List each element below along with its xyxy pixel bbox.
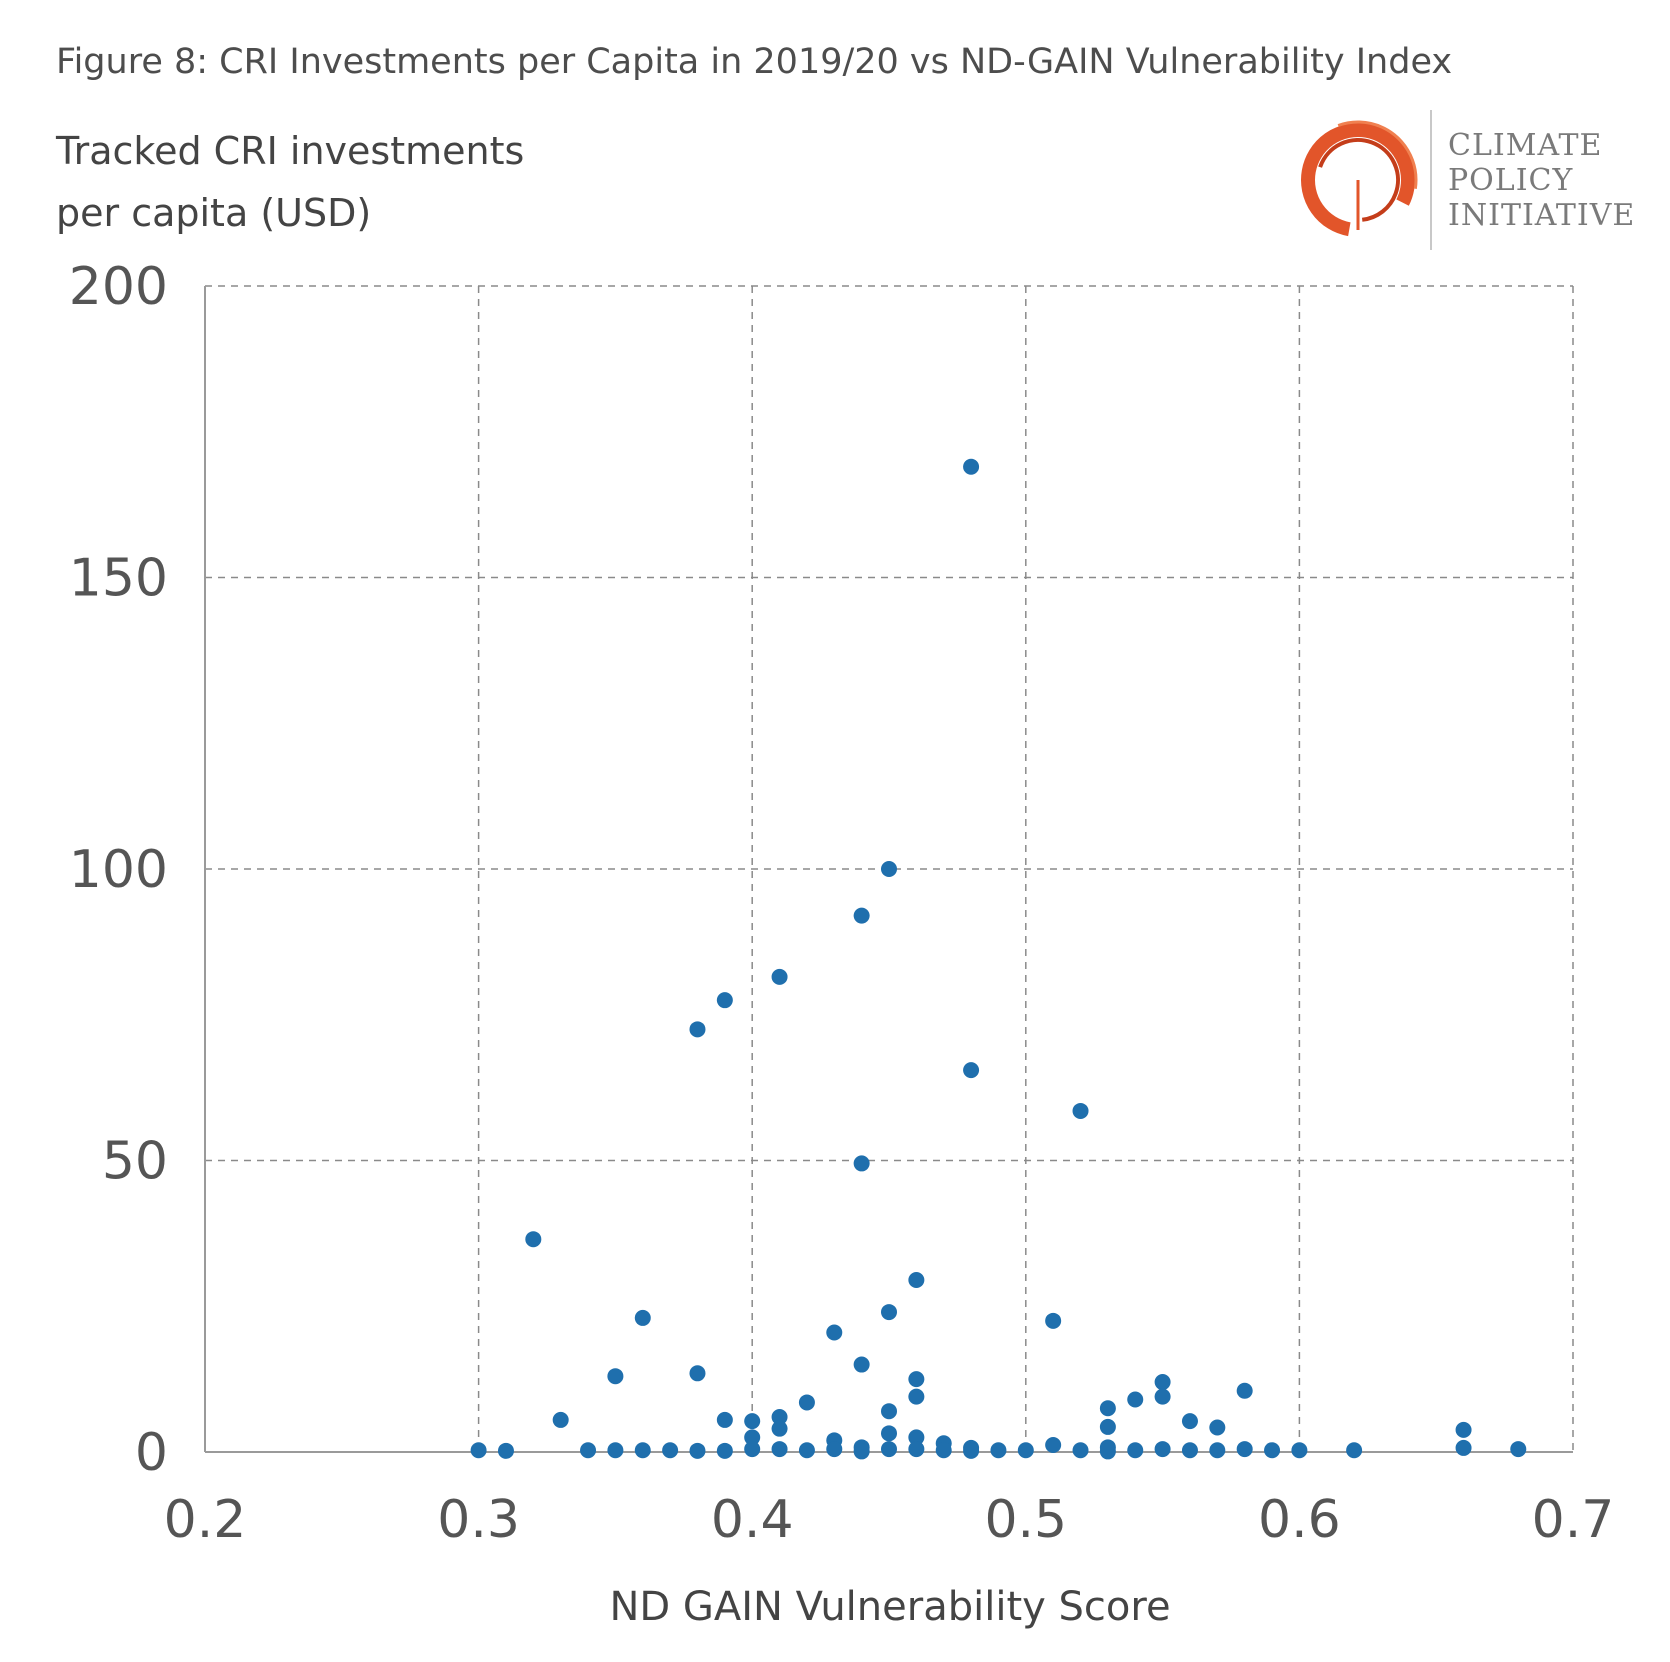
y-tick-label: 100 (69, 840, 168, 900)
data-point (908, 1272, 925, 1289)
data-point (525, 1231, 542, 1248)
data-point (990, 1442, 1007, 1459)
data-point (798, 1442, 815, 1459)
data-point (1264, 1442, 1281, 1459)
data-point (1127, 1442, 1144, 1459)
logo-text: CLIMATE POLICY INITIATIVE (1448, 128, 1635, 233)
data-point (744, 1441, 761, 1458)
data-point (881, 1425, 897, 1442)
data-point (908, 1429, 925, 1446)
data-point (853, 1155, 870, 1172)
data-point (1045, 1312, 1062, 1329)
chart-grid (205, 285, 1574, 1452)
data-point (771, 1409, 788, 1426)
data-point (1045, 1437, 1062, 1454)
data-point (634, 1309, 651, 1326)
x-tick-label: 0.2 (164, 1490, 247, 1550)
data-point (798, 1394, 815, 1411)
y-axis-title: Tracked CRI investments per capita (USD) (56, 120, 576, 244)
data-point (552, 1411, 569, 1428)
data-point (607, 1442, 624, 1459)
data-point (1236, 1382, 1253, 1399)
data-point (634, 1442, 651, 1459)
data-point (881, 1403, 897, 1420)
figure-title: Figure 8: CRI Investments per Capita in … (56, 42, 1453, 82)
data-point (963, 458, 980, 475)
climate-policy-initiative-logo: CLIMATE POLICY INITIATIVE (1290, 108, 1650, 258)
data-point (881, 861, 897, 877)
data-point (935, 1442, 952, 1459)
data-point (1154, 1388, 1171, 1405)
data-point (1209, 1419, 1226, 1436)
data-point (963, 1062, 980, 1079)
data-point (470, 1442, 487, 1459)
data-point (908, 1371, 925, 1388)
x-axis-label: ND GAIN Vulnerability Score (609, 1584, 1170, 1630)
data-point (1099, 1400, 1116, 1417)
data-point (1455, 1421, 1472, 1438)
y-axis-title-line2: per capita (USD) (56, 191, 372, 235)
data-point (1291, 1442, 1308, 1459)
data-point (744, 1413, 761, 1430)
y-tick-label: 0 (135, 1423, 168, 1483)
data-point (1510, 1441, 1527, 1458)
data-point (771, 968, 788, 985)
data-point (580, 1442, 597, 1459)
data-point (826, 1441, 843, 1458)
data-point (881, 1304, 897, 1321)
logo-divider (1430, 110, 1432, 250)
data-point (1099, 1443, 1116, 1460)
logo-text-climate: CLIMATE (1448, 128, 1603, 163)
data-point (662, 1442, 679, 1459)
logo-text-initiative: INITIATIVE (1448, 198, 1636, 233)
logo-ring-icon (1298, 120, 1418, 240)
data-point (1127, 1391, 1144, 1408)
data-point (1181, 1413, 1198, 1430)
data-point (1099, 1418, 1116, 1435)
y-tick-label: 200 (69, 257, 168, 317)
x-tick-label: 0.7 (1532, 1490, 1615, 1550)
data-point (716, 1411, 733, 1428)
data-point (497, 1442, 514, 1459)
x-tick-label: 0.6 (1258, 1490, 1341, 1550)
data-point (853, 1443, 870, 1460)
data-point (1209, 1442, 1226, 1459)
data-point (908, 1388, 925, 1405)
data-point (1072, 1102, 1089, 1119)
y-tick-labels: 0 50 100 150 200 (69, 257, 168, 1483)
y-tick-label: 150 (69, 549, 168, 609)
data-point (689, 1021, 706, 1038)
data-point (1236, 1441, 1253, 1458)
data-point (1017, 1442, 1034, 1459)
data-point (908, 1441, 925, 1458)
data-point (771, 1420, 788, 1437)
x-tick-label: 0.3 (437, 1490, 520, 1550)
data-point (607, 1368, 624, 1385)
data-point (1181, 1442, 1198, 1459)
x-tick-labels: 0.2 0.3 0.4 0.5 0.6 0.7 (164, 1490, 1615, 1550)
y-axis-title-line1: Tracked CRI investments (56, 129, 525, 173)
data-point (771, 1441, 788, 1458)
data-points (470, 458, 1527, 1460)
data-point (1346, 1442, 1363, 1459)
data-point (826, 1324, 843, 1341)
data-point (744, 1429, 761, 1446)
data-point (1154, 1441, 1171, 1458)
y-tick-label: 50 (102, 1132, 168, 1192)
x-tick-label: 0.5 (984, 1490, 1067, 1550)
x-tick-label: 0.4 (711, 1490, 794, 1550)
data-point (689, 1442, 706, 1459)
data-point (1154, 1374, 1171, 1391)
data-point (716, 992, 733, 1009)
data-point (853, 1356, 870, 1373)
data-point (963, 1442, 980, 1459)
data-point (881, 1441, 897, 1458)
data-point (689, 1365, 706, 1382)
data-point (716, 1442, 733, 1459)
data-point (1455, 1439, 1472, 1456)
data-point (853, 907, 870, 924)
data-point (1072, 1442, 1089, 1459)
logo-text-policy: POLICY (1448, 163, 1574, 198)
